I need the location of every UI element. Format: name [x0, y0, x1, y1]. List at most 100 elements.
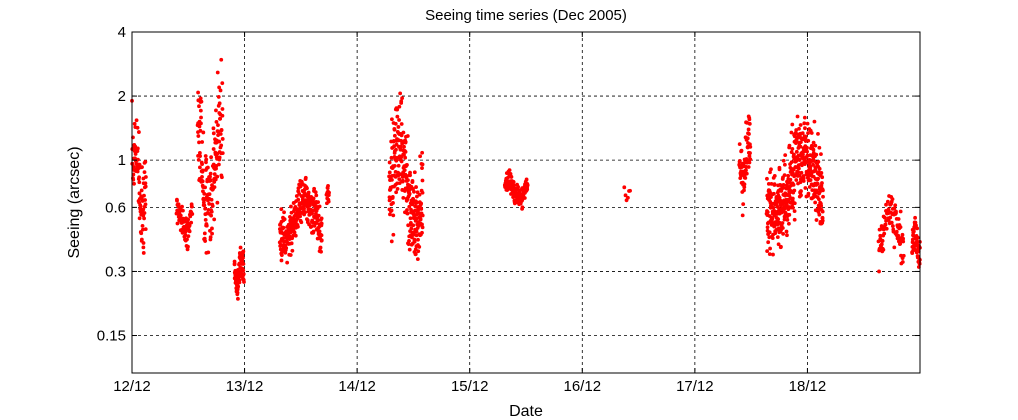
data-point: [787, 221, 791, 226]
data-point: [220, 175, 224, 180]
data-point: [305, 186, 309, 191]
data-point: [898, 225, 903, 230]
data-point: [798, 144, 803, 149]
data-point: [281, 236, 286, 241]
data-point: [901, 253, 906, 258]
data-point: [303, 210, 308, 215]
data-point: [415, 257, 420, 262]
data-point: [214, 108, 218, 113]
data-point: [200, 140, 205, 144]
data-point: [235, 290, 240, 295]
data-point: [769, 195, 773, 199]
data-point: [241, 272, 246, 276]
data-point: [783, 191, 788, 196]
data-point: [394, 147, 398, 152]
data-point: [215, 174, 220, 179]
data-point: [814, 218, 819, 222]
data-point: [135, 125, 140, 130]
data-point: [199, 99, 204, 104]
data-point: [139, 188, 144, 193]
data-point: [879, 242, 884, 247]
data-point: [811, 162, 815, 167]
data-point: [139, 237, 144, 242]
data-point: [405, 208, 409, 212]
data-point: [790, 147, 795, 151]
data-point: [395, 187, 400, 191]
data-point: [236, 296, 240, 301]
data-point: [208, 171, 213, 176]
data-point: [901, 239, 906, 244]
data-point: [303, 175, 308, 180]
data-point: [416, 249, 421, 254]
x-tick-label-16-12: 16/12: [564, 378, 602, 395]
data-point: [202, 191, 207, 196]
data-point: [307, 203, 312, 208]
data-point: [212, 217, 217, 222]
data-point: [311, 196, 316, 201]
data-point: [792, 209, 797, 214]
data-point: [911, 233, 916, 238]
data-point: [202, 231, 207, 236]
data-point: [201, 130, 206, 135]
data-point: [236, 284, 241, 289]
data-point: [200, 168, 205, 173]
data-point: [394, 190, 399, 195]
data-point: [801, 152, 805, 157]
data-point: [766, 240, 771, 245]
data-point: [737, 142, 742, 146]
y-tick-label-0_15: 0.15: [97, 328, 126, 345]
data-point: [821, 194, 825, 199]
data-point: [327, 190, 331, 195]
data-point: [216, 95, 221, 99]
data-point: [289, 241, 294, 246]
data-point: [395, 114, 400, 119]
data-point: [821, 188, 825, 193]
data-point: [796, 153, 801, 158]
data-point: [209, 209, 214, 214]
data-point: [742, 185, 747, 190]
data-point: [893, 203, 898, 208]
tick-marks: [131, 31, 920, 373]
y-tick-label-4: 4: [118, 24, 126, 41]
data-point: [137, 216, 142, 221]
data-point: [389, 239, 394, 244]
data-point: [816, 159, 821, 164]
data-point: [805, 153, 810, 158]
data-point: [279, 253, 284, 258]
data-point: [819, 152, 823, 157]
data-point: [783, 153, 788, 158]
data-point: [806, 131, 810, 135]
data-point: [219, 127, 224, 132]
data-point: [186, 217, 191, 222]
data-point: [180, 204, 184, 209]
data-point: [143, 175, 148, 179]
data-point: [392, 127, 397, 132]
data-point: [143, 202, 148, 207]
data-point: [220, 113, 225, 118]
data-point: [805, 121, 810, 126]
data-point: [797, 166, 801, 171]
data-point: [203, 239, 208, 243]
data-point: [402, 152, 406, 157]
data-point: [196, 90, 200, 95]
data-point: [401, 130, 406, 135]
data-point: [779, 244, 783, 249]
data-point: [199, 121, 203, 126]
data-point: [776, 242, 781, 247]
segment-10: [737, 114, 753, 218]
data-point: [412, 239, 417, 244]
data-point: [819, 170, 824, 175]
data-point: [811, 140, 816, 145]
data-point: [507, 168, 512, 173]
data-point: [293, 233, 298, 238]
data-point: [792, 201, 797, 206]
data-point: [175, 197, 179, 202]
data-point: [137, 130, 141, 134]
data-point: [420, 225, 425, 230]
data-point: [401, 196, 406, 200]
data-point: [210, 226, 214, 231]
data-point: [782, 217, 787, 222]
data-point: [786, 173, 791, 178]
